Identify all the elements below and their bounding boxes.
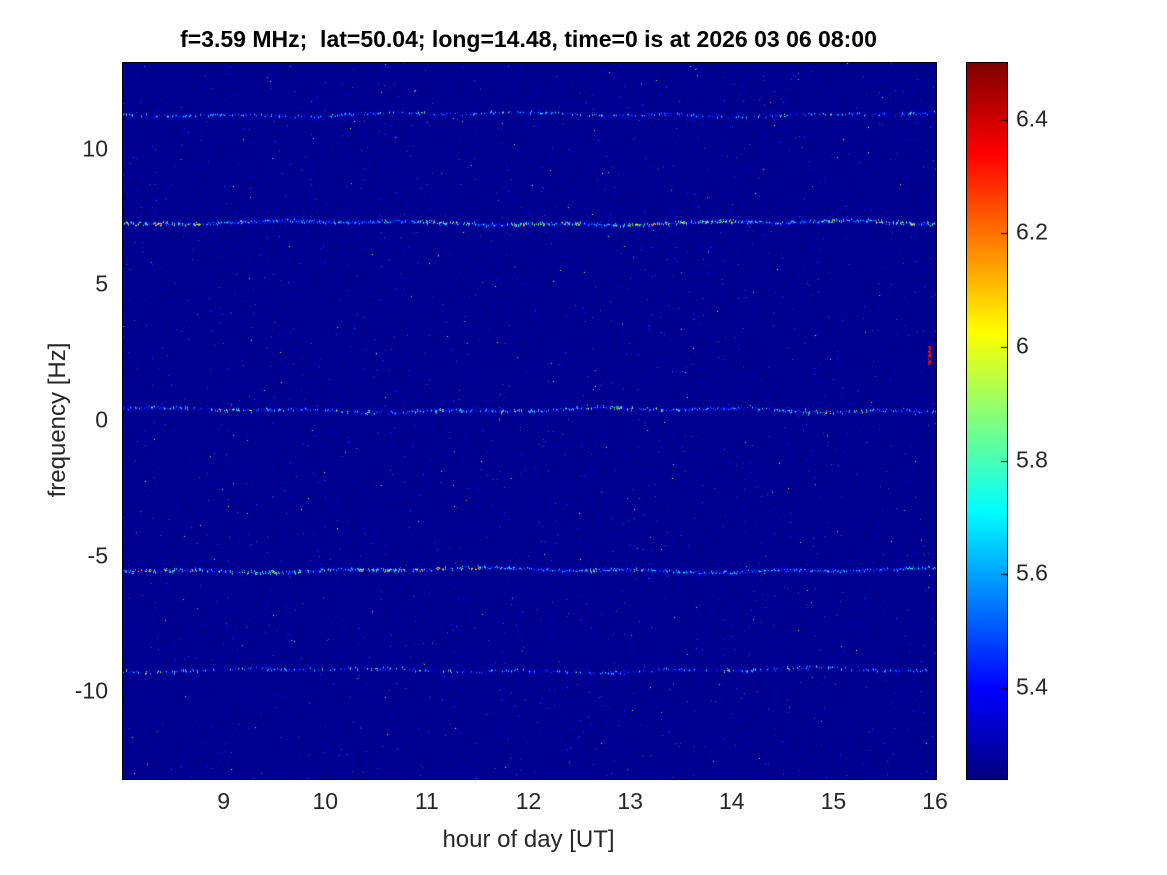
y-tick-label: -10 — [74, 677, 108, 704]
colorbar-tick-label: 6.2 — [1016, 218, 1048, 245]
x-tick-label: 15 — [820, 788, 847, 814]
y-tick-label: -5 — [87, 542, 108, 569]
x-tick-label: 10 — [312, 788, 339, 814]
chart-title: f=3.59 MHz; lat=50.04; long=14.48, time=… — [180, 26, 877, 52]
x-tick-label: 12 — [515, 788, 542, 814]
colorbar-tick-label: 5.8 — [1016, 446, 1048, 473]
colorbar-tick-label: 6 — [1016, 332, 1029, 359]
colorbar-canvas — [966, 62, 1008, 780]
colorbar-tick-label: 5.6 — [1016, 559, 1048, 586]
colorbar-tick-label: 6.4 — [1016, 105, 1048, 132]
y-tick-label: 0 — [95, 406, 108, 433]
x-axis-label: hour of day [UT] — [442, 826, 615, 853]
x-tick-label: 14 — [718, 788, 745, 814]
x-tick-label: 9 — [217, 788, 231, 814]
y-tick-label: 5 — [95, 270, 108, 297]
y-tick-label: 10 — [82, 135, 108, 162]
x-tick-label: 13 — [617, 788, 643, 814]
colorbar-tick-label: 5.4 — [1016, 673, 1048, 700]
x-tick-label: 11 — [414, 788, 439, 814]
heatmap-plot-canvas — [122, 62, 937, 780]
x-tick-label: 16 — [922, 788, 948, 814]
